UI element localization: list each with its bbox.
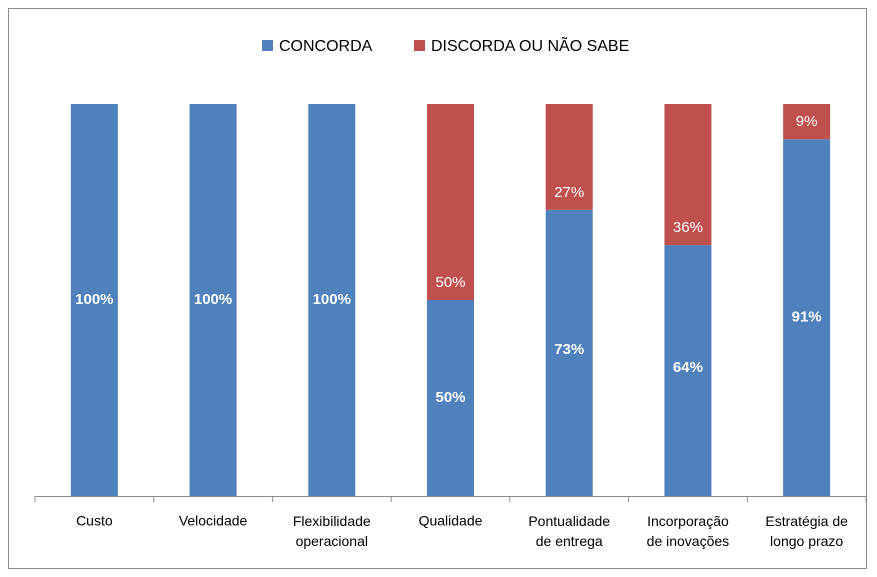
- value-label: 100%: [194, 291, 232, 308]
- x-tick-label: Flexibilidade operacional: [293, 513, 371, 549]
- value-label: 100%: [313, 291, 351, 308]
- value-label: 91%: [792, 309, 822, 326]
- x-tick-label: Incorporação de inovações: [647, 513, 730, 549]
- value-label: 50%: [435, 389, 465, 406]
- x-tick-label: Velocidade: [179, 513, 248, 529]
- bar-segment: [783, 139, 831, 496]
- value-label: 27%: [554, 184, 584, 201]
- bar-segment: [70, 104, 118, 496]
- legend-label: CONCORDA: [279, 38, 373, 55]
- x-tick-label: Qualidade: [419, 513, 483, 529]
- bar-segment: [427, 300, 474, 496]
- value-label: 64%: [673, 359, 703, 376]
- bar-segment: [189, 104, 237, 496]
- bar-segment: [308, 104, 356, 496]
- legend-swatch: [414, 40, 425, 51]
- bar-segment: [664, 245, 712, 496]
- value-label: 36%: [673, 219, 703, 236]
- bar-segment: [664, 104, 712, 246]
- bar-segment: [545, 209, 593, 496]
- value-label: 9%: [796, 113, 818, 130]
- x-tick-label: Custo: [76, 513, 113, 529]
- bar-segment: [545, 104, 593, 210]
- legend-label: DISCORDA OU NÃO SABE: [431, 35, 629, 55]
- value-label: 100%: [75, 291, 113, 308]
- bar-segment: [783, 104, 831, 140]
- legend-swatch: [262, 40, 273, 51]
- value-label: 50%: [435, 274, 465, 291]
- x-tick-label: Estratégia de longo prazo: [765, 513, 848, 549]
- x-tick-label: Pontualidade de entrega: [528, 513, 610, 549]
- bar-segment: [427, 104, 474, 300]
- value-label: 73%: [554, 341, 584, 358]
